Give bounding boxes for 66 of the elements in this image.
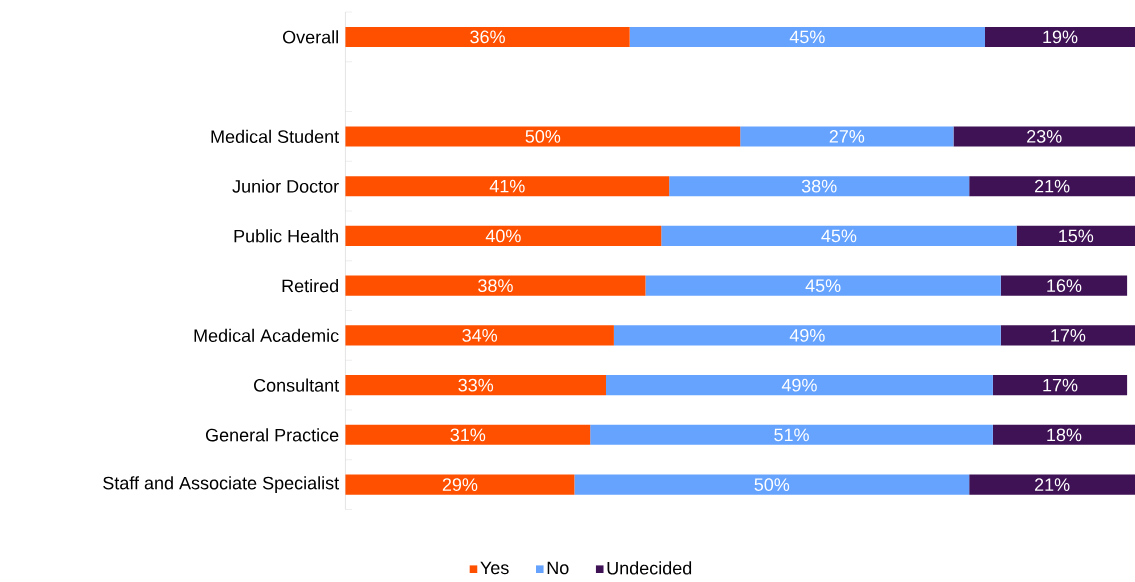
bar <box>629 27 985 48</box>
data-label: 16% <box>1047 279 1082 293</box>
data-label: 21% <box>1034 478 1070 492</box>
bar <box>613 325 1001 346</box>
legend-label: No <box>547 561 569 575</box>
bar <box>605 375 993 396</box>
data-label: 41% <box>489 180 525 193</box>
data-label: 45% <box>821 229 857 243</box>
bar <box>345 325 614 346</box>
data-label: 40% <box>485 229 521 243</box>
data-label: 49% <box>781 378 817 392</box>
bar <box>1000 275 1128 296</box>
bar <box>345 425 591 446</box>
bar <box>669 176 970 197</box>
data-label: 50% <box>525 130 561 143</box>
legend-label: Undecided <box>607 561 692 575</box>
y-tick-label: Medical Academic <box>194 329 339 343</box>
bar <box>661 226 1017 247</box>
bar <box>345 176 670 197</box>
data-label: 45% <box>789 30 825 44</box>
bar <box>969 474 1135 495</box>
data-label: 49% <box>789 329 825 342</box>
bar <box>345 27 630 48</box>
bar <box>345 275 646 296</box>
data-label: 17% <box>1043 379 1078 392</box>
data-label: 31% <box>450 428 486 442</box>
y-tick-label: Retired <box>282 279 338 293</box>
bar <box>1000 325 1135 346</box>
data-label: 15% <box>1059 229 1094 243</box>
bar <box>984 27 1135 48</box>
bar <box>345 474 575 495</box>
y-tick-label: Consultant <box>254 378 340 392</box>
y-tick-label: General Practice <box>205 428 339 442</box>
data-label: 19% <box>1043 30 1078 44</box>
data-label: 27% <box>829 130 865 143</box>
bar <box>345 126 741 147</box>
data-label: 17% <box>1051 329 1086 342</box>
bar <box>953 126 1135 147</box>
bar <box>969 176 1135 197</box>
data-label: 36% <box>470 30 505 44</box>
bar <box>345 375 606 396</box>
data-label: 33% <box>458 378 494 392</box>
y-tick-label: Medical Student <box>211 130 339 144</box>
data-label: 50% <box>754 478 790 492</box>
data-label: 18% <box>1047 428 1082 442</box>
data-label: 21% <box>1034 180 1070 193</box>
y-tick-label: Overall <box>282 30 338 44</box>
bar <box>645 275 1001 296</box>
bar <box>345 226 662 247</box>
data-label: 34% <box>462 329 498 342</box>
bar <box>574 474 970 495</box>
bar <box>992 425 1135 446</box>
bar <box>590 425 993 446</box>
data-label: 23% <box>1027 130 1062 143</box>
bar <box>992 375 1128 396</box>
y-tick-label: Public Health <box>234 229 338 243</box>
bar <box>1016 226 1135 247</box>
y-tick-label: Junior Doctor <box>232 179 339 193</box>
data-label: 29% <box>442 478 478 492</box>
legend-label: Yes <box>480 561 509 575</box>
data-label: 51% <box>774 428 809 442</box>
bar <box>740 126 954 147</box>
y-tick-label: Staff and Associate Specialist <box>103 476 339 494</box>
data-label: 38% <box>801 180 837 193</box>
data-label: 45% <box>805 279 841 293</box>
data-label: 38% <box>478 279 513 293</box>
